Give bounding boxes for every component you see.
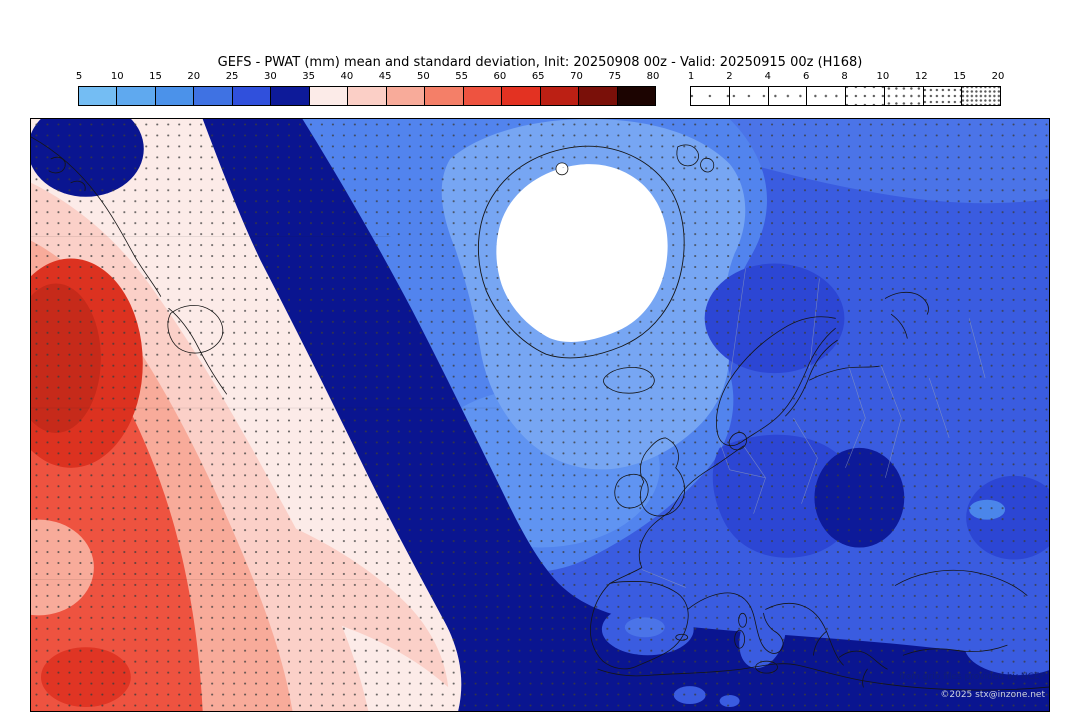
stddev-colorbar-cell bbox=[729, 87, 769, 105]
chart-title: GEFS - PWAT (mm) mean and standard devia… bbox=[217, 55, 863, 70]
mean-colorbar-cell bbox=[502, 87, 541, 105]
iceland-coast bbox=[603, 367, 655, 394]
mean-colorbar-tick-label: 50 bbox=[417, 71, 430, 82]
corsica-coast bbox=[738, 612, 747, 628]
mean-colorbar: 5 10 15 20 25 30 35 40 45 50 55 60 65 70 75 80 bbox=[76, 71, 659, 106]
iberia-coast bbox=[590, 581, 689, 670]
adriatic-coast bbox=[765, 602, 844, 666]
norway-coast bbox=[716, 316, 836, 447]
stddev-colorbar-tick-label: 6 bbox=[802, 71, 810, 82]
country-borders bbox=[641, 268, 986, 588]
stddev-colorbar-tick-label: 8 bbox=[841, 71, 848, 82]
mean-colorbar-tick-label: 75 bbox=[608, 71, 622, 82]
great-britain-coast bbox=[640, 437, 685, 517]
mean-colorbar-tick-label: 80 bbox=[646, 71, 660, 82]
mean-colorbar-tick-label: 30 bbox=[263, 71, 277, 82]
mean-colorbar-tick-label: 10 bbox=[110, 71, 124, 82]
stddev-colorbar-tick-label: 15 bbox=[953, 71, 966, 82]
mean-colorbar-cell bbox=[232, 87, 272, 105]
mean-colorbar-cell bbox=[579, 87, 618, 105]
mean-colorbar-tick-label: 25 bbox=[225, 71, 239, 82]
mean-colorbar-tick-label: 35 bbox=[302, 71, 315, 82]
italy-coast bbox=[687, 592, 784, 654]
denmark-coast bbox=[728, 432, 747, 451]
mean-colorbar-cell bbox=[271, 87, 310, 105]
mean-colorbar-tick-label: 20 bbox=[187, 71, 201, 82]
mean-colorbar-cell bbox=[155, 87, 195, 105]
mean-colorbar-cell bbox=[348, 87, 387, 105]
mean-colorbar-tick-label: 55 bbox=[455, 71, 469, 82]
stddev-colorbar-tick-label: 2 bbox=[726, 71, 733, 82]
west-europe-coast bbox=[609, 445, 744, 584]
mean-colorbar-tick-label: 70 bbox=[570, 71, 583, 82]
stddev-colorbar-cell bbox=[768, 87, 808, 105]
black-sea-coast bbox=[894, 569, 1028, 656]
newfoundland-coast bbox=[167, 305, 224, 354]
greece-coast bbox=[839, 650, 888, 688]
north-africa-coast bbox=[597, 663, 1049, 691]
mean-colorbar-tick-label: 15 bbox=[149, 71, 162, 82]
white-sea-coast bbox=[884, 291, 929, 339]
mean-colorbar-tick-label: 45 bbox=[378, 71, 392, 82]
credit-copyright: ©2025 stx@inzone.net bbox=[940, 690, 1045, 700]
stddev-colorbar-cells bbox=[691, 87, 1000, 105]
mean-colorbar-cell bbox=[540, 87, 580, 105]
mean-colorbar-tick-label: 5 bbox=[75, 71, 83, 82]
stddev-colorbar-tick-label: 4 bbox=[764, 71, 771, 82]
coastlines bbox=[31, 136, 1049, 691]
mean-colorbar-cell bbox=[463, 87, 503, 105]
mean-colorbar-cell bbox=[79, 87, 118, 105]
graticule-lines bbox=[31, 236, 501, 580]
baltic-coast bbox=[785, 339, 880, 417]
canadian-lakes bbox=[48, 156, 86, 192]
mean-colorbar-cell bbox=[617, 87, 656, 105]
mean-colorbar-cell bbox=[386, 87, 426, 105]
stddev-colorbar-cell bbox=[923, 87, 963, 105]
stddev-colorbar-cell bbox=[846, 87, 885, 105]
stddev-colorbar-tick-label: 1 bbox=[687, 71, 695, 82]
credit-ncep: from grib files provided by NCEP bbox=[899, 672, 1045, 682]
mean-colorbar-cell bbox=[194, 87, 233, 105]
sardinia-coast bbox=[734, 629, 745, 649]
stddev-colorbar-tick-label: 12 bbox=[914, 71, 928, 82]
mean-colorbar-tick-label: 60 bbox=[493, 71, 507, 82]
svalbard-coast bbox=[676, 144, 715, 173]
stddev-colorbar-tick-label: 20 bbox=[991, 71, 1005, 82]
map-svg bbox=[31, 119, 1049, 711]
mean-colorbar-tick-label: 65 bbox=[531, 71, 545, 82]
mean-colorbar-cell bbox=[117, 87, 156, 105]
stddev-colorbar-cell bbox=[962, 87, 1000, 105]
mean-colorbar-cell bbox=[425, 87, 464, 105]
stddev-colorbar-cell bbox=[884, 87, 924, 105]
mean-colorbar-cell bbox=[309, 87, 349, 105]
ireland-coast bbox=[614, 473, 649, 509]
mean-colorbar-cells bbox=[79, 87, 656, 105]
stddev-colorbar: 1 2 4 6 8 10 12 15 20 bbox=[688, 71, 1004, 106]
balearics-coast bbox=[675, 633, 689, 641]
map-canvas: from grib files provided by NCEP ©2025 s… bbox=[30, 118, 1050, 712]
mean-colorbar-tick-label: 40 bbox=[340, 71, 354, 82]
stddev-colorbar-cell bbox=[691, 87, 730, 105]
stddev-colorbar-tick-label: 10 bbox=[876, 71, 890, 82]
stipple-overlay bbox=[31, 119, 1049, 711]
stddev-colorbar-cell bbox=[807, 87, 846, 105]
